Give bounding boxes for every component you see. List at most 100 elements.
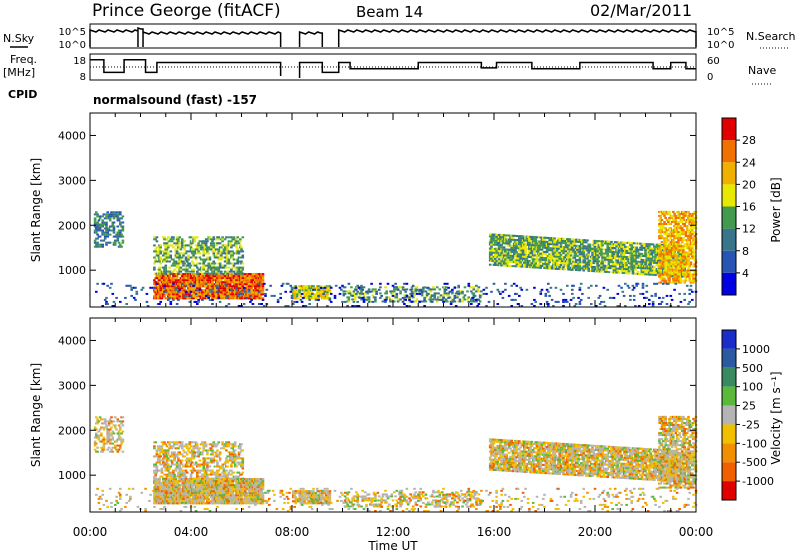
echo-cell bbox=[240, 260, 243, 263]
echo-cell bbox=[663, 249, 666, 252]
echo-cell bbox=[172, 258, 175, 261]
echo-cell bbox=[199, 248, 203, 251]
echo-cell bbox=[208, 258, 212, 261]
echo-cell bbox=[270, 294, 274, 297]
echo-cell bbox=[670, 231, 674, 234]
echo-cell bbox=[688, 233, 691, 236]
echo-cell bbox=[558, 259, 561, 262]
echo-cell bbox=[660, 235, 664, 238]
echo-cell bbox=[526, 262, 530, 264]
echo-cell bbox=[180, 246, 184, 249]
echo-cell bbox=[218, 300, 222, 303]
echo-cell bbox=[232, 244, 236, 247]
echo-cell bbox=[93, 217, 97, 220]
echo-cell bbox=[208, 256, 212, 259]
echo-cell bbox=[675, 253, 679, 256]
echo-cell bbox=[497, 235, 501, 238]
echo-cell bbox=[197, 244, 200, 247]
echo-cell bbox=[165, 250, 169, 253]
echo-cell bbox=[582, 247, 585, 250]
echo-cell bbox=[641, 269, 645, 272]
echo-cell bbox=[504, 236, 507, 239]
echo-cell bbox=[667, 265, 670, 268]
echo-cell bbox=[194, 275, 198, 278]
echo-cell bbox=[249, 297, 252, 300]
echo-cell bbox=[490, 290, 493, 293]
echo-cell bbox=[661, 253, 665, 256]
echo-cell bbox=[235, 288, 238, 291]
echo-cell bbox=[560, 260, 564, 263]
echo-cell bbox=[117, 241, 121, 244]
echo-cell bbox=[108, 217, 112, 220]
echo-cell bbox=[145, 292, 149, 295]
echo-cell bbox=[672, 251, 675, 254]
echo-cell bbox=[533, 252, 536, 255]
echo-cell bbox=[299, 295, 303, 298]
echo-cell bbox=[119, 221, 122, 224]
echo-cell bbox=[631, 270, 635, 273]
echo-cell bbox=[192, 284, 195, 287]
echo-cell bbox=[668, 219, 671, 221]
echo-cell bbox=[607, 271, 611, 274]
echo-cell bbox=[648, 255, 651, 258]
echo-cell bbox=[193, 295, 197, 298]
echo-cell bbox=[557, 245, 560, 248]
echo-cell bbox=[659, 281, 662, 284]
echo-cell bbox=[606, 250, 609, 253]
echo-cell bbox=[236, 272, 239, 275]
echo-cell bbox=[314, 297, 318, 300]
echo-cell bbox=[96, 237, 99, 240]
echo-cell bbox=[659, 253, 662, 256]
echo-cell bbox=[624, 270, 627, 273]
echo-cell bbox=[631, 288, 635, 291]
echo-cell bbox=[602, 248, 606, 251]
echo-cell bbox=[120, 217, 123, 220]
echo-cell bbox=[569, 252, 573, 255]
echo-cell bbox=[559, 253, 563, 256]
echo-cell bbox=[524, 251, 527, 254]
echo-cell bbox=[105, 233, 108, 236]
echo-cell bbox=[121, 221, 125, 224]
echo-cell bbox=[323, 290, 327, 293]
echo-cell bbox=[530, 266, 534, 269]
echo-cell bbox=[502, 264, 506, 267]
echo-cell bbox=[420, 294, 424, 297]
echo-cell bbox=[688, 239, 691, 242]
echo-cell bbox=[477, 290, 481, 293]
echo-cell bbox=[198, 240, 202, 243]
echo-cell bbox=[605, 256, 608, 259]
echo-cell bbox=[534, 238, 537, 241]
echo-cell bbox=[581, 243, 584, 246]
echo-cell bbox=[502, 238, 506, 241]
echo-cell bbox=[688, 277, 691, 280]
echo-cell bbox=[571, 258, 574, 261]
echo-cell bbox=[583, 257, 587, 260]
echo-cell bbox=[182, 252, 185, 255]
echo-cell bbox=[225, 296, 228, 299]
echo-cell bbox=[399, 290, 402, 293]
echo-cell bbox=[256, 293, 260, 296]
echo-cell bbox=[235, 240, 238, 243]
echo-cell bbox=[654, 294, 657, 297]
echo-cell bbox=[96, 245, 99, 248]
echo-cell bbox=[621, 290, 625, 293]
echo-cell bbox=[290, 294, 294, 297]
echo-cell bbox=[502, 234, 506, 237]
echo-cell bbox=[579, 255, 583, 258]
echo-cell bbox=[395, 294, 399, 297]
echo-cell bbox=[533, 264, 536, 267]
echo-cell bbox=[119, 231, 122, 234]
echo-cell bbox=[102, 221, 106, 224]
echo-cell bbox=[347, 296, 351, 299]
echo-cell bbox=[672, 233, 675, 236]
echo-cell bbox=[612, 253, 616, 256]
echo-cell bbox=[661, 225, 665, 227]
echo-cell bbox=[405, 288, 409, 291]
echo-cell bbox=[674, 275, 678, 278]
echo-cell bbox=[237, 305, 241, 307]
echo-cell bbox=[250, 298, 253, 301]
echo-cell bbox=[629, 294, 632, 297]
echo-cell bbox=[226, 294, 229, 297]
echo-cell bbox=[194, 300, 198, 303]
echo-cell bbox=[608, 250, 612, 253]
